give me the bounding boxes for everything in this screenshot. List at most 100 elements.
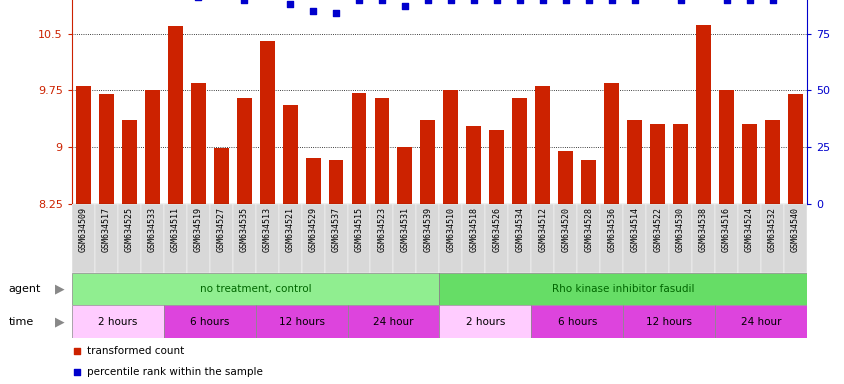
Text: GSM634533: GSM634533	[148, 207, 156, 252]
Point	[512, 0, 526, 3]
Bar	[95, 204, 117, 273]
Bar	[374, 98, 389, 204]
Text: GSM634509: GSM634509	[78, 207, 88, 252]
Point	[420, 0, 434, 3]
Text: GSM634514: GSM634514	[630, 207, 638, 252]
Bar	[141, 204, 164, 273]
Bar	[279, 204, 301, 273]
Point	[627, 0, 641, 3]
Bar	[144, 90, 160, 204]
Text: ▶: ▶	[55, 283, 64, 295]
Bar	[599, 204, 623, 273]
Text: GSM634538: GSM634538	[698, 207, 707, 252]
Bar	[187, 204, 209, 273]
Point	[673, 0, 686, 3]
Bar	[72, 204, 95, 273]
Text: GSM634534: GSM634534	[515, 207, 523, 252]
Point	[306, 8, 319, 14]
Bar	[462, 204, 484, 273]
Bar	[255, 204, 279, 273]
Bar	[282, 105, 297, 204]
Text: 24 hour: 24 hour	[373, 316, 414, 327]
Bar	[236, 98, 252, 204]
Text: ▶: ▶	[55, 315, 64, 328]
Text: 2 hours: 2 hours	[98, 316, 138, 327]
Bar	[691, 204, 714, 273]
Text: GSM634511: GSM634511	[170, 207, 180, 252]
Bar	[351, 93, 366, 204]
Bar	[259, 41, 274, 204]
Bar	[164, 305, 255, 338]
Text: GSM634527: GSM634527	[216, 207, 225, 252]
Point	[299, 288, 312, 294]
Bar	[439, 305, 531, 338]
Text: time: time	[8, 316, 34, 327]
Bar	[531, 204, 554, 273]
Text: 12 hours: 12 hours	[279, 316, 324, 327]
Bar	[531, 305, 622, 338]
Bar	[489, 130, 504, 204]
Text: GSM634516: GSM634516	[722, 207, 730, 252]
Bar	[581, 161, 596, 204]
Point	[299, 96, 312, 102]
Point	[352, 0, 365, 3]
Bar	[626, 121, 641, 204]
Text: 6 hours: 6 hours	[557, 316, 596, 327]
Bar	[673, 124, 687, 204]
Point	[765, 0, 778, 3]
Text: GSM634539: GSM634539	[423, 207, 432, 252]
Bar	[787, 94, 802, 204]
Bar	[508, 204, 531, 273]
Bar	[554, 204, 576, 273]
Text: GSM634532: GSM634532	[767, 207, 776, 252]
Text: Rho kinase inhibitor fasudil: Rho kinase inhibitor fasudil	[551, 284, 694, 294]
Bar	[370, 204, 393, 273]
Point	[398, 3, 411, 10]
Bar	[306, 158, 320, 204]
Text: GSM634525: GSM634525	[125, 207, 133, 252]
Bar	[324, 204, 347, 273]
Bar	[623, 305, 714, 338]
Bar	[764, 121, 779, 204]
Bar	[623, 204, 646, 273]
Bar	[301, 204, 324, 273]
Point	[535, 0, 549, 3]
Text: GSM634537: GSM634537	[331, 207, 340, 252]
Bar	[646, 204, 668, 273]
Bar	[511, 98, 527, 204]
Text: agent: agent	[8, 284, 41, 294]
Bar	[209, 204, 232, 273]
Bar	[117, 204, 141, 273]
Text: GSM634524: GSM634524	[744, 207, 753, 252]
Bar	[397, 147, 412, 204]
Bar	[741, 124, 756, 204]
Bar	[99, 94, 114, 204]
Bar	[122, 121, 137, 204]
Text: GSM634536: GSM634536	[607, 207, 615, 252]
Text: GSM634520: GSM634520	[560, 207, 570, 252]
Text: GSM634522: GSM634522	[652, 207, 662, 252]
Bar	[416, 204, 439, 273]
Text: GSM634521: GSM634521	[285, 207, 295, 252]
Bar	[328, 161, 343, 204]
Bar	[168, 26, 182, 204]
Text: GSM634523: GSM634523	[377, 207, 386, 252]
Text: GSM634531: GSM634531	[400, 207, 409, 252]
Text: percentile rank within the sample: percentile rank within the sample	[86, 367, 262, 377]
Bar	[191, 83, 205, 204]
Point	[467, 0, 480, 3]
Point	[444, 0, 457, 3]
Point	[490, 0, 503, 3]
Text: GSM634515: GSM634515	[354, 207, 363, 252]
Text: transformed count: transformed count	[86, 346, 183, 356]
Bar	[347, 204, 370, 273]
Point	[329, 10, 343, 16]
Bar	[783, 204, 806, 273]
Point	[559, 0, 572, 3]
Bar	[393, 204, 416, 273]
Bar	[347, 305, 439, 338]
Text: GSM634513: GSM634513	[262, 207, 271, 252]
Bar	[668, 204, 691, 273]
Bar	[714, 204, 737, 273]
Point	[604, 0, 618, 3]
